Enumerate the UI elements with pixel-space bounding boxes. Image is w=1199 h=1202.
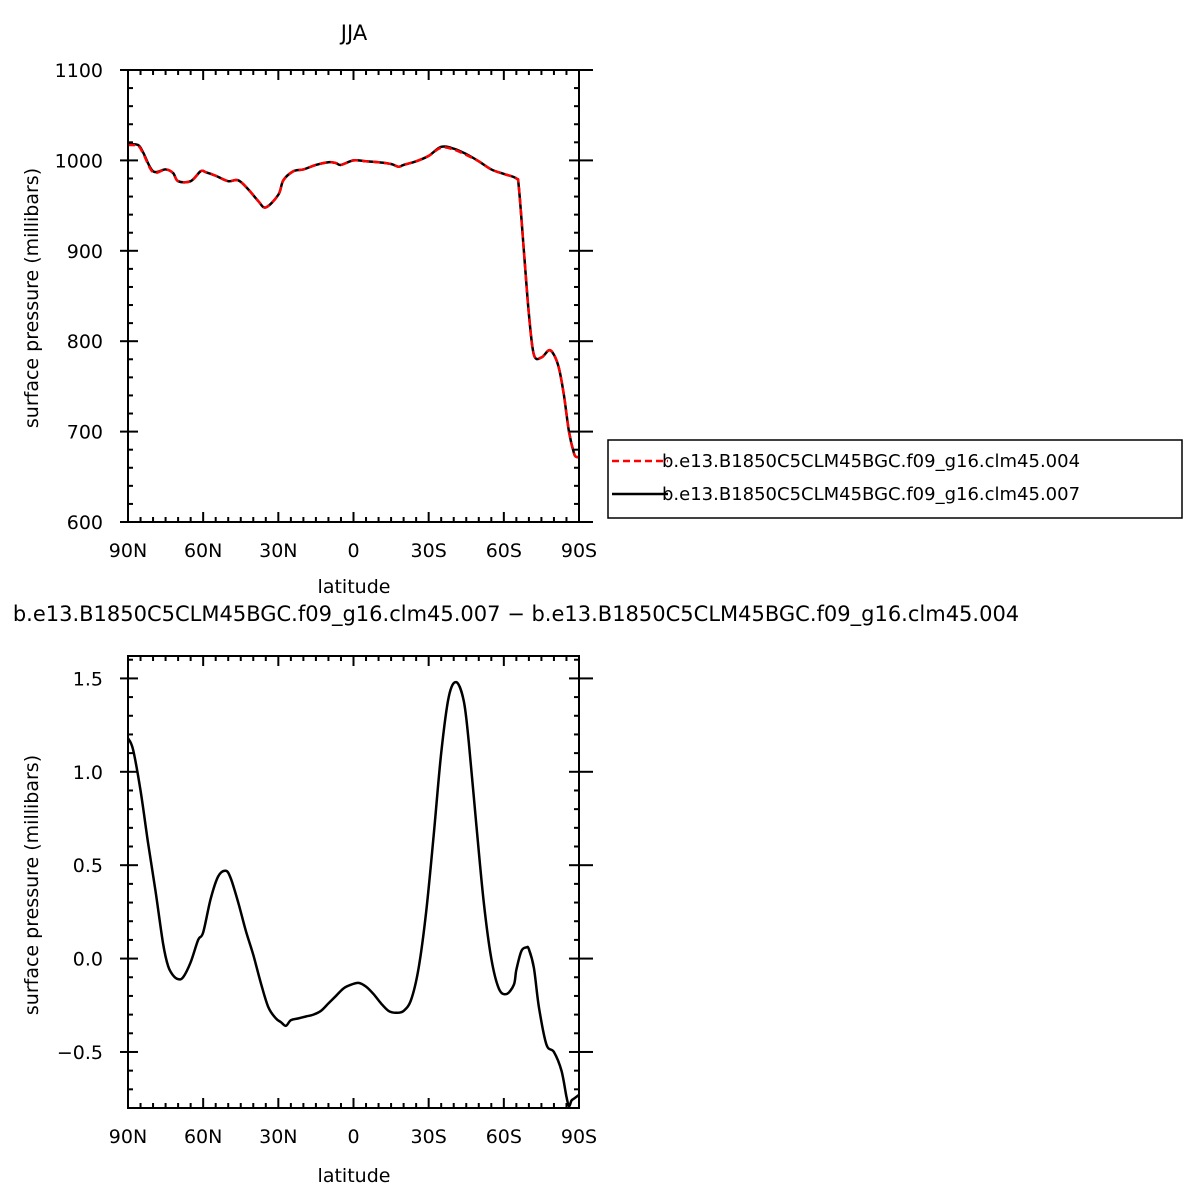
- legend-box: [607, 439, 1183, 519]
- top-chart-frame: [127, 69, 580, 523]
- top-chart: JJA 90N 60N 30N 0 30S 60S 90S 600 700 800 900 1000…: [21, 21, 1183, 598]
- y-tick-label: 1.5: [73, 668, 103, 690]
- x-tick-label: 60S: [486, 1126, 522, 1148]
- x-tick-label: 90N: [109, 540, 147, 562]
- bottom-series-line-1: [126, 680, 580, 1108]
- y-tick-label: 700: [67, 422, 103, 444]
- top-chart-y-axis-label: surface pressure (millibars): [21, 168, 43, 428]
- x-tick-label: 60N: [184, 1126, 222, 1148]
- top-chart-plot-area: [127, 142, 580, 459]
- x-tick-label: 30N: [259, 540, 297, 562]
- x-tick-label: 90N: [109, 1126, 147, 1148]
- y-tick-label: 1000: [55, 150, 103, 172]
- bottom-chart-x-axis-label: latitude: [318, 1165, 391, 1187]
- top-chart-x-ticks: 90N 60N 30N 0 30S 60S 90S: [109, 70, 597, 562]
- y-tick-label: 1.0: [73, 762, 103, 784]
- top-chart-legend: b.e13.B1850C5CLM45BGC.f09_g16.clm45.004 …: [607, 439, 1183, 519]
- bottom-chart-y-axis-label: surface pressure (millibars): [21, 755, 43, 1015]
- y-tick-label: 0.0: [73, 949, 103, 971]
- bottom-chart-frame: [127, 655, 580, 1109]
- y-tick-label: 600: [67, 512, 103, 534]
- bottom-chart: b.e13.B1850C5CLM45BGC.f09_g16.clm45.007 …: [13, 602, 1019, 1187]
- x-tick-label: 30N: [259, 1126, 297, 1148]
- y-tick-label: −0.5: [57, 1042, 103, 1064]
- bottom-chart-title: b.e13.B1850C5CLM45BGC.f09_g16.clm45.007 …: [13, 602, 1019, 627]
- x-tick-label: 90S: [561, 540, 597, 562]
- x-tick-label: 30S: [411, 1126, 447, 1148]
- y-tick-label: 0.5: [73, 855, 103, 877]
- y-tick-label: 800: [67, 331, 103, 353]
- legend-entry-series-1: b.e13.B1850C5CLM45BGC.f09_g16.clm45.004: [662, 451, 1080, 472]
- bottom-chart-x-ticks: 90N 60N 30N 0 30S 60S 90S: [109, 656, 597, 1148]
- x-tick-label: 0: [347, 540, 359, 562]
- legend-entry-series-2: b.e13.B1850C5CLM45BGC.f09_g16.clm45.007: [662, 484, 1080, 505]
- top-chart-title: JJA: [339, 21, 368, 45]
- x-tick-label: 30S: [411, 540, 447, 562]
- x-tick-label: 60S: [486, 540, 522, 562]
- x-tick-label: 90S: [561, 1126, 597, 1148]
- top-chart-x-axis-label: latitude: [318, 576, 391, 598]
- y-tick-label: 1100: [55, 60, 103, 82]
- bottom-chart-y-ticks: −0.5 0.0 0.5 1.0 1.5: [57, 658, 593, 1109]
- x-tick-label: 60N: [184, 540, 222, 562]
- top-chart-y-ticks: 600 700 800 900 1000 1100: [55, 60, 593, 534]
- top-series-line-2: [127, 142, 580, 459]
- y-tick-label: 900: [67, 241, 103, 263]
- bottom-chart-plot-area: [126, 680, 580, 1108]
- x-tick-label: 0: [347, 1126, 359, 1148]
- top-series-line-1: [127, 143, 580, 459]
